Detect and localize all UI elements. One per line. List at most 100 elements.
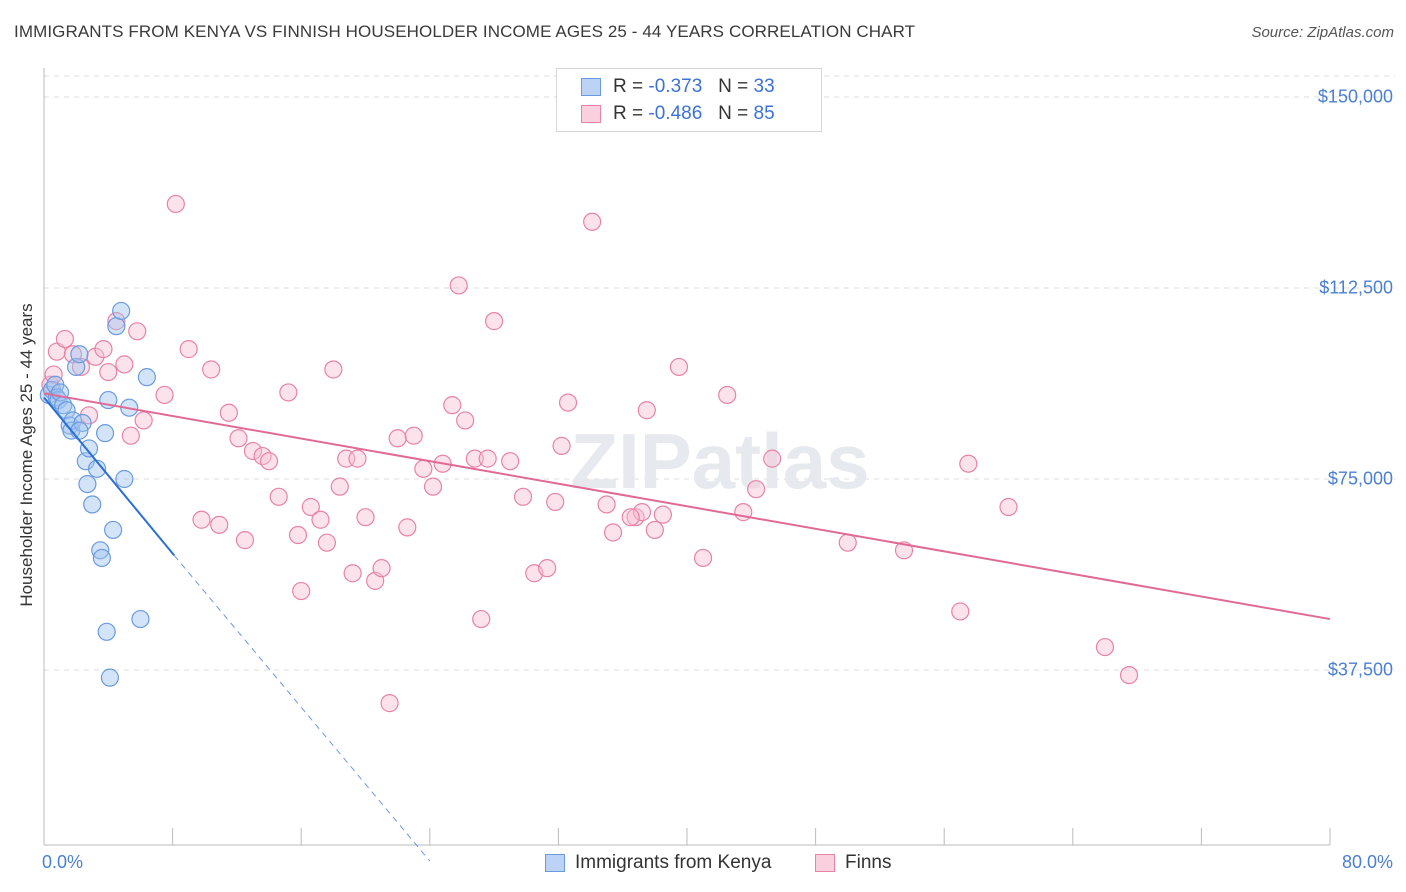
kenya-point — [131, 609, 150, 629]
n-label: N = — [718, 76, 749, 97]
finns-point — [356, 508, 375, 527]
finns-point — [552, 436, 571, 455]
legend-label: Immigrants from Kenya — [575, 852, 772, 873]
finns-point — [324, 360, 343, 379]
legend-row-finns: R = -0.486 N = 85 — [581, 101, 775, 127]
legend-label: Finns — [845, 852, 892, 873]
finns-point — [959, 454, 978, 473]
finns-point — [404, 426, 423, 445]
y-tick-label: $37,500 — [1327, 659, 1393, 680]
finns-point — [478, 449, 497, 468]
finns-point — [55, 329, 74, 349]
finns-point — [443, 396, 462, 415]
finns-point — [485, 312, 504, 331]
n-value: 85 — [753, 103, 775, 124]
kenya-point — [79, 439, 99, 458]
finns-point — [558, 393, 578, 412]
finns-point — [546, 492, 565, 512]
legend-row-kenya: R = -0.373 N = 33 — [581, 74, 775, 100]
finns-point — [645, 520, 664, 540]
finns-point — [538, 559, 557, 578]
r-label: R = — [613, 103, 644, 124]
finns-point — [202, 360, 221, 379]
finns-point — [288, 525, 308, 545]
finns-point — [166, 194, 185, 214]
finns-point — [128, 322, 147, 341]
finns-swatch — [815, 854, 835, 872]
finns-point — [219, 403, 238, 422]
finns-point — [693, 548, 713, 568]
finns-point — [229, 429, 248, 448]
finns-point — [79, 406, 99, 425]
finns-point — [632, 503, 652, 522]
kenya-point — [100, 668, 120, 687]
kenya-point — [70, 421, 89, 440]
finns-point — [669, 357, 689, 377]
n-value: 33 — [753, 76, 775, 97]
kenya-point — [107, 317, 126, 336]
kenya-point — [95, 424, 115, 443]
finns-point — [718, 385, 737, 405]
kenya-point — [78, 474, 97, 494]
kenya-point — [115, 469, 134, 489]
kenya-point — [104, 520, 123, 540]
finns-point — [747, 480, 766, 499]
finns-point — [301, 497, 320, 517]
finns-point — [380, 694, 399, 713]
finns-point — [94, 340, 113, 359]
finns-point — [603, 523, 623, 542]
finns-point — [292, 581, 311, 601]
finns-point — [134, 411, 153, 430]
finns-point — [121, 426, 140, 445]
finns-point — [501, 452, 520, 471]
kenya-swatch — [545, 854, 565, 872]
finns-point — [1095, 637, 1115, 657]
x-tick-label: 0.0% — [42, 852, 84, 872]
finns-point — [243, 441, 263, 461]
finns-point — [597, 495, 616, 514]
finns-point — [279, 383, 298, 402]
y-tick-label: $112,500 — [1319, 277, 1393, 298]
kenya-point — [70, 345, 89, 364]
kenya-swatch — [581, 78, 601, 96]
finns-swatch — [581, 105, 601, 123]
n-label: N = — [718, 103, 749, 124]
finns-point — [269, 487, 288, 506]
r-label: R = — [613, 76, 644, 97]
finns-point — [951, 602, 970, 621]
kenya-point — [97, 622, 116, 641]
finns-point — [388, 429, 407, 448]
watermark: ZIPatlas — [570, 417, 869, 505]
r-value: -0.486 — [648, 103, 703, 124]
legend-item-finns: Finns — [815, 852, 891, 874]
finns-point — [115, 355, 134, 374]
finns-point — [398, 518, 417, 537]
finns-point — [155, 385, 174, 405]
finns-point — [330, 477, 349, 496]
finns-point — [210, 515, 229, 534]
finns-point — [763, 449, 782, 468]
kenya-point — [83, 495, 102, 514]
kenya-point — [112, 301, 131, 321]
legend-item-kenya: Immigrants from Kenya — [545, 852, 771, 874]
kenya-point — [57, 401, 76, 420]
finns-point — [311, 510, 330, 529]
y-tick-label: $75,000 — [1327, 468, 1393, 489]
finns-point — [317, 533, 337, 552]
r-value: -0.373 — [648, 76, 703, 97]
finns-point — [999, 497, 1018, 517]
source-note: Source: ZipAtlas.com — [1251, 24, 1394, 41]
kenya-point — [137, 368, 156, 387]
finns-point — [637, 401, 656, 420]
finns-point — [107, 312, 126, 331]
finns-point — [372, 559, 391, 578]
finns-point — [259, 452, 279, 471]
finns-point — [653, 505, 672, 524]
finns-point — [423, 477, 443, 496]
stats-legend: R = -0.373 N = 33 R = -0.486 N = 85 — [556, 68, 822, 132]
finns-point — [513, 487, 533, 506]
finns-trend-line — [43, 392, 1331, 621]
kenya-trend-extension — [173, 555, 431, 862]
x-tick-label: 80.0% — [1341, 852, 1393, 872]
